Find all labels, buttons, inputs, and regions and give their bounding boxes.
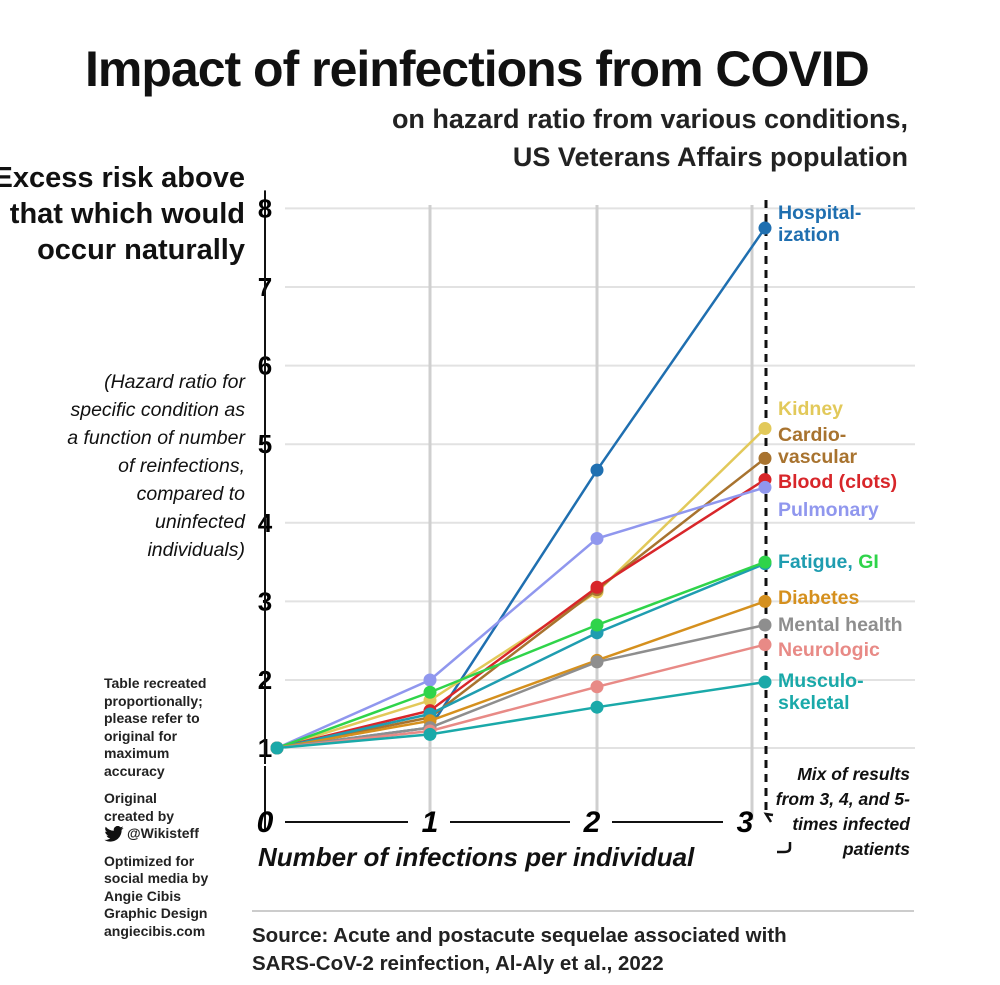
original-note: Original created by xyxy=(104,790,175,824)
twitter-handle: @Wikisteff xyxy=(127,825,199,841)
y-tick-label: 8 xyxy=(258,193,272,223)
series-label: Kidney xyxy=(778,398,844,420)
series-line xyxy=(276,600,766,750)
source-note: Source: Acute and postacute sequelae ass… xyxy=(252,924,787,975)
series-line xyxy=(276,427,766,750)
side-notes: Table recreated proportionally; please r… xyxy=(104,675,229,950)
data-point xyxy=(758,638,772,652)
series-line xyxy=(276,680,766,750)
x-tick-label: 0 xyxy=(257,806,274,839)
y-axis-label: Excess risk above that which would occur… xyxy=(0,162,245,266)
data-point xyxy=(758,421,772,435)
data-point xyxy=(758,618,772,632)
series-line xyxy=(276,486,766,750)
series-line xyxy=(276,457,766,750)
arrow-icon xyxy=(763,812,792,854)
data-point xyxy=(758,594,772,608)
series-line xyxy=(276,623,766,750)
data-point xyxy=(590,700,604,714)
data-point xyxy=(590,618,604,632)
subtitle-line: US Veterans Affairs population xyxy=(512,142,908,172)
data-point xyxy=(590,580,604,594)
series-line xyxy=(276,643,766,750)
data-point xyxy=(423,727,437,741)
series-label: Neurologic xyxy=(778,639,880,661)
x-tick-label: 3 xyxy=(737,806,754,839)
x-tick-label: 2 xyxy=(583,806,601,839)
chart-title: Impact of reinfections from COVID xyxy=(85,41,870,97)
series-label: Blood (clots) xyxy=(778,471,898,493)
data-point xyxy=(423,673,437,687)
data-point xyxy=(423,685,437,699)
series-line xyxy=(276,478,766,750)
data-point xyxy=(758,555,772,569)
y-axis-note: (Hazard ratio for specific condition as … xyxy=(67,371,245,561)
series-line xyxy=(276,562,766,750)
data-point xyxy=(590,680,604,694)
x-axis-label: Number of infections per individual xyxy=(258,842,695,872)
series-label-fatigue-gi: Fatigue, GI xyxy=(778,551,879,573)
mix-note: Mix of results from 3, 4, and 5-times in… xyxy=(775,764,910,859)
twitter-credit: @Wikisteff xyxy=(104,825,229,843)
series-label: Mental health xyxy=(778,614,903,636)
series-line xyxy=(276,560,766,750)
subtitle-line: on hazard ratio from various conditions, xyxy=(391,104,908,134)
series-label: GI xyxy=(858,551,879,573)
data-point xyxy=(590,463,604,477)
series-label: Fatigue, xyxy=(778,551,853,573)
data-point xyxy=(270,741,284,755)
data-point xyxy=(758,221,772,235)
series-label: Hospital- ization xyxy=(778,202,862,246)
series-label: Diabetes xyxy=(778,587,860,609)
data-point xyxy=(590,532,604,546)
divider xyxy=(252,910,914,912)
data-point xyxy=(758,675,772,689)
data-point xyxy=(758,480,772,494)
twitter-bird-icon xyxy=(104,825,124,842)
series-label: Cardio- vascular xyxy=(778,424,858,468)
series-label: Musculo- skeletal xyxy=(778,670,864,714)
recreated-note: Table recreated proportionally; please r… xyxy=(104,675,207,779)
series-label: Pulmonary xyxy=(778,499,879,521)
data-point xyxy=(758,451,772,465)
data-point xyxy=(590,655,604,669)
optimized-note: Optimized for social media by Angie Cibi… xyxy=(104,852,209,939)
chart-subtitle: on hazard ratio from various conditions,… xyxy=(392,100,908,176)
x-tick-label: 1 xyxy=(422,806,439,839)
